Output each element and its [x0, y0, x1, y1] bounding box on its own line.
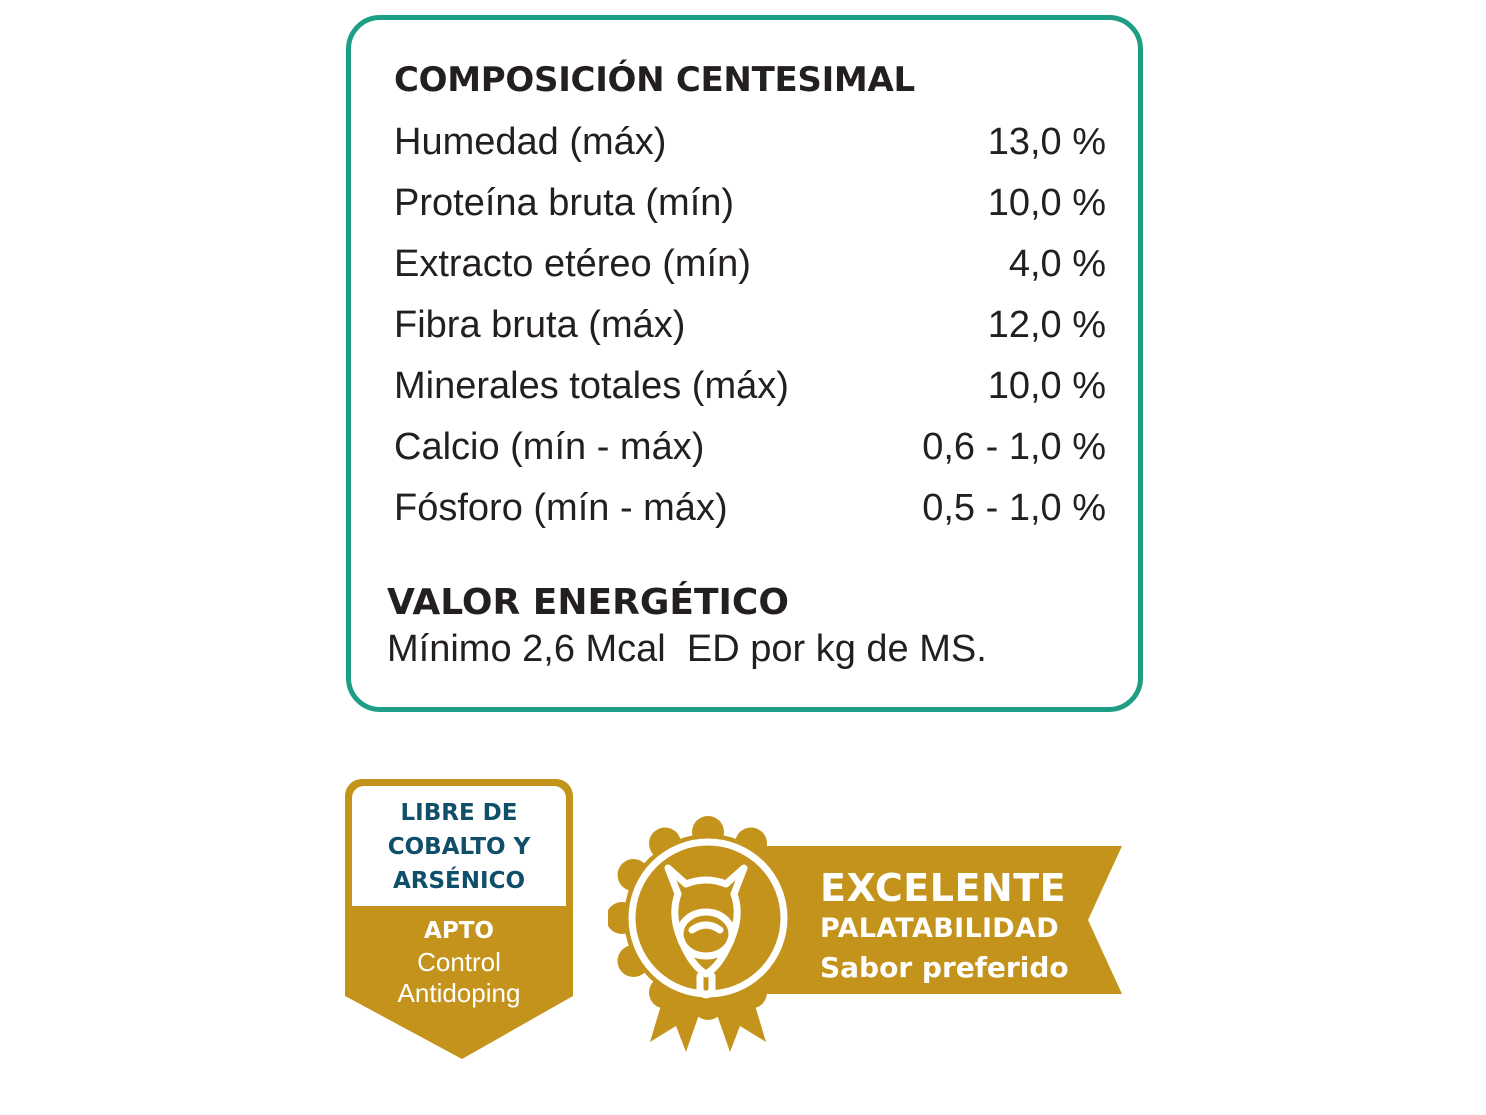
- row-value: 10,0 %: [987, 365, 1106, 407]
- row-label: Fibra bruta (máx): [394, 304, 686, 346]
- composition-row: Fósforo (mín - máx) 0,5 - 1,0 %: [394, 478, 1106, 539]
- row-value: 12,0 %: [987, 304, 1106, 346]
- row-label: Calcio (mín - máx): [394, 426, 705, 468]
- row-value: 13,0 %: [987, 121, 1106, 163]
- shield-icon: [345, 779, 573, 1059]
- composition-row: Calcio (mín - máx) 0,6 - 1,0 %: [394, 417, 1106, 478]
- row-label: Proteína bruta (mín): [394, 182, 735, 224]
- composition-row: Proteína bruta (mín) 10,0 %: [394, 173, 1106, 234]
- composition-row: Extracto etéreo (mín) 4,0 %: [394, 234, 1106, 295]
- free-of-cobalt-badge: LIBRE DE COBALTO Y ARSÉNICO APTO Control…: [342, 776, 576, 1062]
- composition-row: Minerales totales (máx) 10,0 %: [394, 356, 1106, 417]
- row-value: 0,6 - 1,0 %: [922, 426, 1106, 468]
- composition-rows: Humedad (máx) 13,0 % Proteína bruta (mín…: [394, 112, 1106, 539]
- composition-row: Fibra bruta (máx) 12,0 %: [394, 295, 1106, 356]
- composition-row: Humedad (máx) 13,0 %: [394, 112, 1106, 173]
- palatability-badge: EXCELENTE PALATABILIDAD Sabor preferido: [608, 814, 1128, 1058]
- composition-card: COMPOSICIÓN CENTESIMAL Humedad (máx) 13,…: [346, 15, 1143, 712]
- energy-title: VALOR ENERGÉTICO: [387, 582, 789, 623]
- sabor-preferido-label: Sabor preferido: [820, 951, 1069, 984]
- free-badge-footer: APTO Control Antidoping: [356, 916, 562, 1009]
- row-value: 4,0 %: [1008, 243, 1106, 285]
- control-label: Control: [417, 947, 501, 977]
- row-value: 10,0 %: [987, 182, 1106, 224]
- palatability-text: EXCELENTE PALATABILIDAD Sabor preferido: [820, 866, 1069, 988]
- antidoping-label: Antidoping: [397, 978, 521, 1008]
- row-label: Humedad (máx): [394, 121, 667, 163]
- row-label: Fósforo (mín - máx): [394, 487, 728, 529]
- energy-text: Mínimo 2,6 Mcal ED por kg de MS.: [387, 628, 987, 670]
- award-ribbon-icon: [608, 816, 1122, 1052]
- row-value: 0,5 - 1,0 %: [922, 487, 1106, 529]
- free-badge-line: ARSÉNICO: [392, 868, 526, 894]
- palatabilidad-label: PALATABILIDAD: [820, 913, 1059, 944]
- free-badge-title: LIBRE DE COBALTO Y ARSÉNICO: [356, 796, 562, 898]
- apto-label: APTO: [424, 918, 494, 944]
- excelente-label: EXCELENTE: [820, 866, 1067, 910]
- free-badge-line: LIBRE DE: [400, 800, 518, 826]
- composition-title: COMPOSICIÓN CENTESIMAL: [394, 60, 915, 100]
- row-label: Minerales totales (máx): [394, 365, 789, 407]
- free-badge-line: COBALTO Y: [387, 834, 531, 860]
- row-label: Extracto etéreo (mín): [394, 243, 751, 285]
